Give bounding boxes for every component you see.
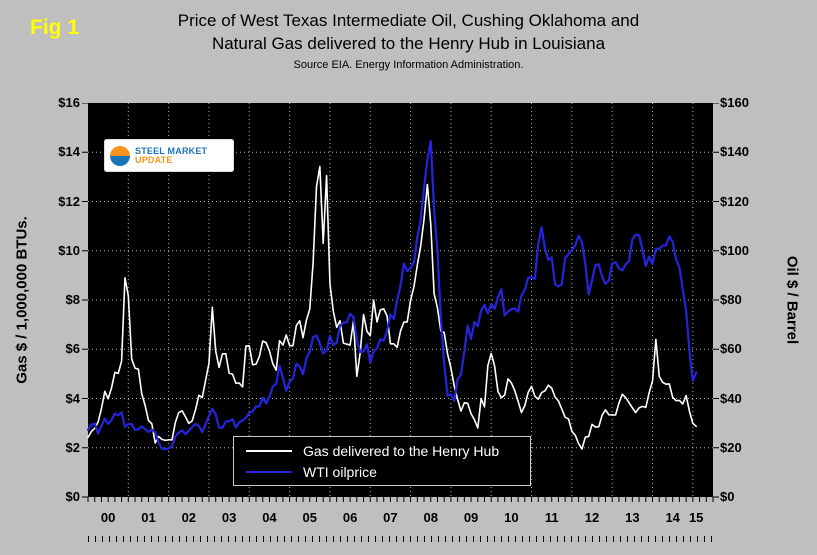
logo-word-update: UPDATE bbox=[135, 154, 173, 165]
x-axis-year-label: 03 bbox=[221, 510, 237, 525]
right-axis-tick: $140 bbox=[720, 144, 749, 160]
left-axis-tick: $14 bbox=[58, 144, 80, 160]
logo-word-steel: STEEL bbox=[135, 145, 165, 156]
bottom-border-ticks bbox=[88, 536, 713, 542]
x-axis-year-label: 01 bbox=[141, 510, 156, 525]
oil-line-sample bbox=[246, 470, 292, 473]
chart-source: Source EIA. Energy Information Administr… bbox=[293, 58, 524, 71]
x-axis-year-label: 08 bbox=[423, 510, 438, 525]
x-axis-year-label: 04 bbox=[262, 510, 277, 525]
right-axis-tick: $0 bbox=[720, 489, 735, 504]
x-axis-year-label: 13 bbox=[625, 510, 640, 525]
right-axis-tick: $80 bbox=[720, 292, 742, 307]
x-axis-year-label: 11 bbox=[544, 510, 559, 525]
x-axis-year-label: 00 bbox=[100, 510, 116, 525]
legend-label-gas: Gas delivered to the Henry Hub bbox=[303, 442, 500, 459]
x-axis-year-label: 10 bbox=[504, 510, 519, 525]
x-axis-year-label: 07 bbox=[383, 510, 398, 525]
left-axis-tick: $0 bbox=[65, 489, 80, 504]
left-axis-tick: $16 bbox=[58, 95, 80, 110]
logo-word-market: MARKET bbox=[167, 145, 208, 156]
x-axis-year-label: 02 bbox=[181, 510, 197, 525]
logo-circle-icon bbox=[110, 145, 130, 166]
legend-label-oil: WTI oilprice bbox=[303, 463, 377, 480]
right-axis-tick: $120 bbox=[720, 193, 749, 209]
x-axis-year-label: 15 bbox=[688, 510, 704, 525]
legend-item-gas: Gas delivered to the Henry Hub bbox=[246, 443, 518, 459]
chart-title-line2: Natural Gas delivered to the Henry Hub i… bbox=[211, 33, 606, 53]
legend: Gas delivered to the Henry Hub WTI oilpr… bbox=[233, 436, 531, 486]
right-axis-tick: $100 bbox=[720, 242, 749, 258]
x-axis-year-label: 12 bbox=[584, 510, 600, 525]
right-axis-tick: $60 bbox=[720, 341, 742, 357]
x-axis-year-label: 14 bbox=[665, 510, 680, 525]
chart-title-line1: Price of West Texas Intermediate Oil, Cu… bbox=[177, 11, 640, 30]
steel-market-update-logo: STEEL MARKET UPDATE bbox=[104, 139, 234, 172]
gas-line-sample bbox=[246, 449, 292, 452]
figure-number-label: Fig 1 bbox=[30, 16, 80, 39]
left-axis-tick: $2 bbox=[65, 439, 80, 455]
x-axis-year-label: 06 bbox=[342, 510, 358, 525]
right-axis-tick: $40 bbox=[720, 390, 742, 406]
x-axis-year-label: 09 bbox=[463, 510, 479, 525]
title-block: Price of West Texas Intermediate Oil, Cu… bbox=[40, 10, 777, 71]
right-axis-tick: $20 bbox=[720, 439, 742, 455]
left-axis-tick: $8 bbox=[65, 292, 80, 307]
left-axis-tick: $4 bbox=[65, 390, 80, 406]
legend-item-oil: WTI oilprice bbox=[246, 464, 518, 480]
right-axis-tick: $160 bbox=[720, 95, 749, 110]
left-axis-tick: $10 bbox=[58, 242, 80, 258]
left-axis-tick: $6 bbox=[65, 341, 80, 357]
logo-text: STEEL MARKET UPDATE bbox=[135, 145, 228, 165]
left-axis-tick: $12 bbox=[58, 193, 80, 209]
x-axis-year-label: 05 bbox=[302, 510, 317, 525]
